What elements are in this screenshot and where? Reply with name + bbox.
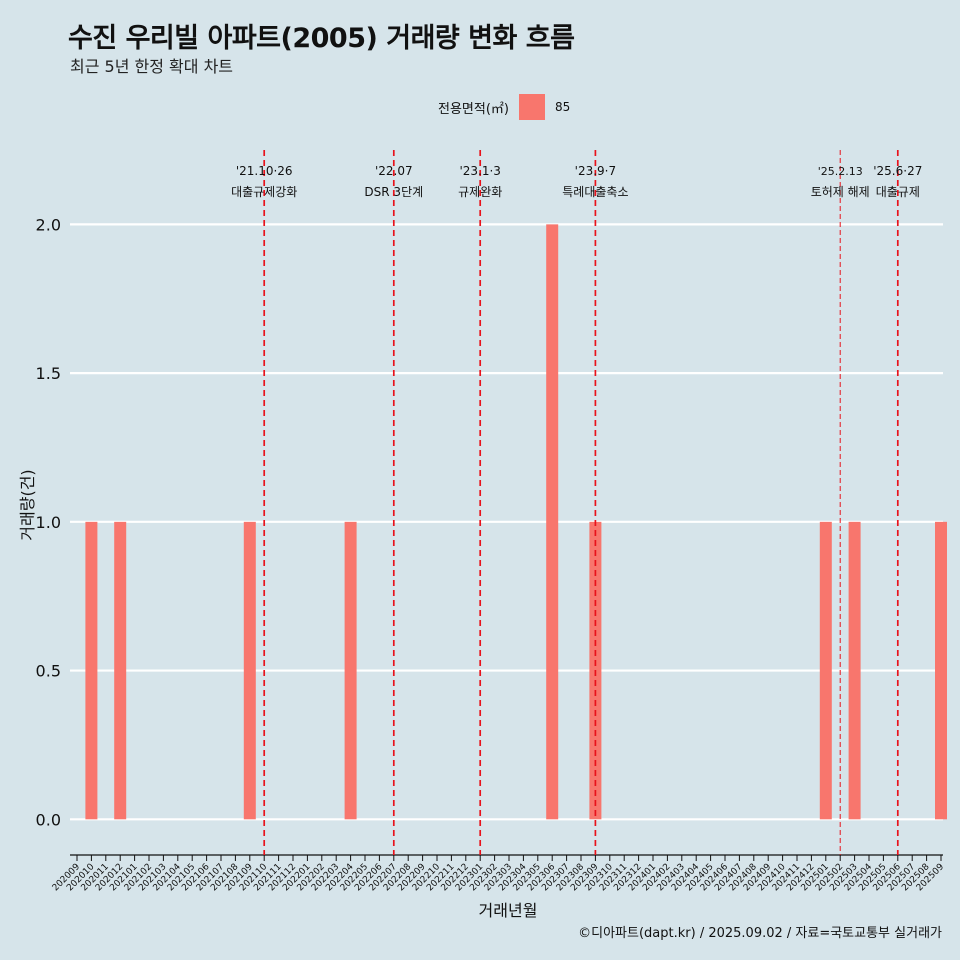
legend-label: 85 — [554, 100, 571, 114]
legend: 전용면적(㎡) 85 — [438, 93, 570, 121]
event-name-label: DSR 3단계 — [364, 185, 423, 199]
y-tick-label: 0.0 — [36, 810, 61, 829]
chart-subtitle: 최근 5년 한정 확대 차트 — [70, 57, 234, 76]
event-date-label: '25.6·27 — [873, 164, 922, 178]
y-tick-label: 1.5 — [36, 364, 61, 383]
caption: ©디아파트(dapt.kr) / 2025.09.02 / 자료=국토교통부 실… — [578, 926, 942, 941]
event-name-label: 대출규제강화 — [231, 185, 297, 199]
event-date-label: '25.2.13 — [818, 165, 863, 178]
bar-202012 — [114, 521, 127, 820]
event-name-label: 토허제 해제 — [811, 185, 870, 199]
legend-title: 전용면적(㎡) — [438, 101, 509, 117]
y-axis-label: 거래량(건) — [18, 469, 37, 541]
x-axis-label: 거래년월 — [478, 901, 538, 920]
chart-title: 수진 우리빌 아파트(2005) 거래량 변화 흐름 — [68, 23, 575, 54]
legend-swatch — [518, 94, 545, 120]
bar-202204 — [344, 521, 357, 820]
bar-202509 — [935, 521, 947, 820]
bar-202010 — [85, 521, 98, 820]
bar-202109 — [243, 521, 256, 820]
y-tick-label: 1.0 — [36, 513, 61, 532]
event-date-label: '21.10·26 — [236, 164, 293, 178]
y-tick-label: 2.0 — [36, 215, 61, 234]
y-tick-label: 0.5 — [36, 662, 61, 681]
event-name-label: 특례대출축소 — [562, 185, 628, 199]
bar-202503 — [848, 521, 861, 820]
event-name-label: 규제완화 — [458, 185, 502, 199]
event-date-label: '23.9·7 — [575, 164, 616, 178]
event-date-label: '22.07 — [375, 164, 413, 178]
bar-202501 — [819, 521, 832, 820]
event-name-label: 대출규제 — [876, 185, 920, 199]
bar-202306 — [546, 224, 559, 820]
event-date-label: '23.1·3 — [459, 164, 500, 178]
